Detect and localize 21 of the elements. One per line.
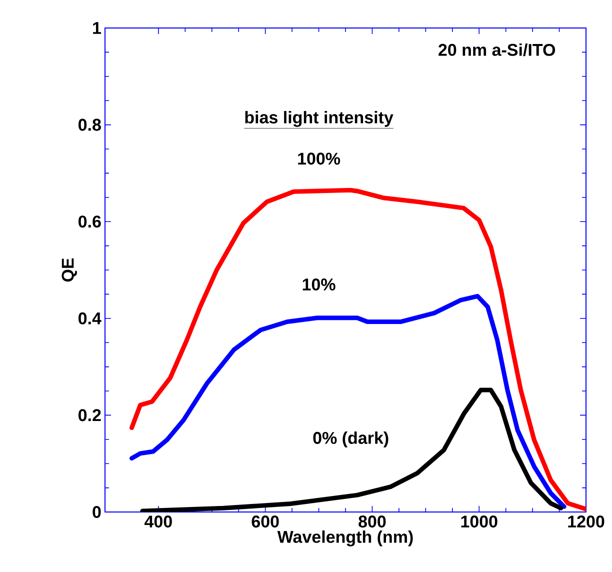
text: 0% (dark) xyxy=(313,431,388,448)
series-label: 10% xyxy=(302,278,336,291)
line-series xyxy=(140,388,564,512)
x-tick-label: 1000 xyxy=(461,516,498,528)
x-axis-title: Wavelength (nm) xyxy=(277,530,413,546)
y-tick-label: 0.2 xyxy=(78,409,101,422)
y-tick-label: 0.4 xyxy=(78,312,102,324)
line-series xyxy=(129,188,586,512)
annotation: 20 nm a-Si/ITO xyxy=(438,43,556,56)
series-label: 100% xyxy=(298,152,340,165)
y-tick-label: 1 xyxy=(93,22,101,34)
y-tick-label: 0 xyxy=(92,506,101,518)
x-tick-label: 1200 xyxy=(568,516,604,528)
y-tick-label: 0.6 xyxy=(78,216,101,228)
y-axis-title: QE xyxy=(62,258,77,282)
x-tick-label: 600 xyxy=(252,516,279,528)
annotation: bias light intensity xyxy=(245,111,394,127)
y-tick-label: 0.8 xyxy=(78,118,101,131)
x-tick-label: 400 xyxy=(144,516,172,528)
line-series xyxy=(129,294,566,509)
x-tick-label: 800 xyxy=(358,516,386,528)
